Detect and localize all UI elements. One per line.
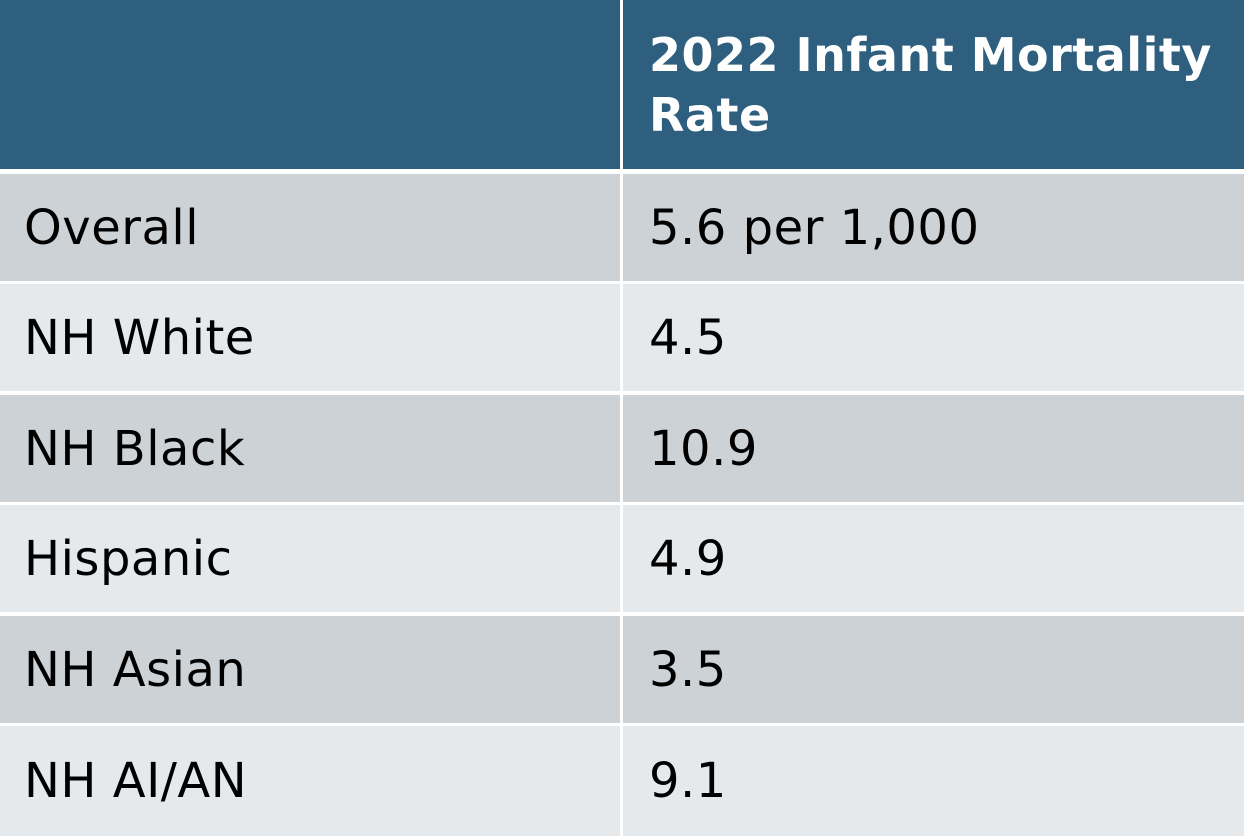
table-row: Hispanic 4.9 — [0, 505, 1244, 612]
table-header-row: 2022 Infant Mortality Rate — [0, 0, 1244, 169]
rate-cell: 9.1 — [623, 726, 1244, 836]
rate-cell: 5.6 per 1,000 — [623, 174, 1244, 281]
header-cell-rate: 2022 Infant Mortality Rate — [623, 0, 1244, 169]
table-row: NH White 4.5 — [0, 284, 1244, 391]
rate-cell: 4.9 — [623, 505, 1244, 612]
table-row: NH Black 10.9 — [0, 395, 1244, 502]
table-row: Overall 5.6 per 1,000 — [0, 174, 1244, 281]
table-row: NH Asian 3.5 — [0, 616, 1244, 723]
rate-cell: 3.5 — [623, 616, 1244, 723]
table-row: NH AI/AN 9.1 — [0, 726, 1244, 836]
rate-cell: 10.9 — [623, 395, 1244, 502]
group-cell: NH White — [0, 284, 620, 391]
group-cell: Hispanic — [0, 505, 620, 612]
rate-cell: 4.5 — [623, 284, 1244, 391]
group-cell: NH Asian — [0, 616, 620, 723]
group-cell: Overall — [0, 174, 620, 281]
group-cell: NH Black — [0, 395, 620, 502]
header-cell-group — [0, 0, 620, 169]
group-cell: NH AI/AN — [0, 726, 620, 836]
